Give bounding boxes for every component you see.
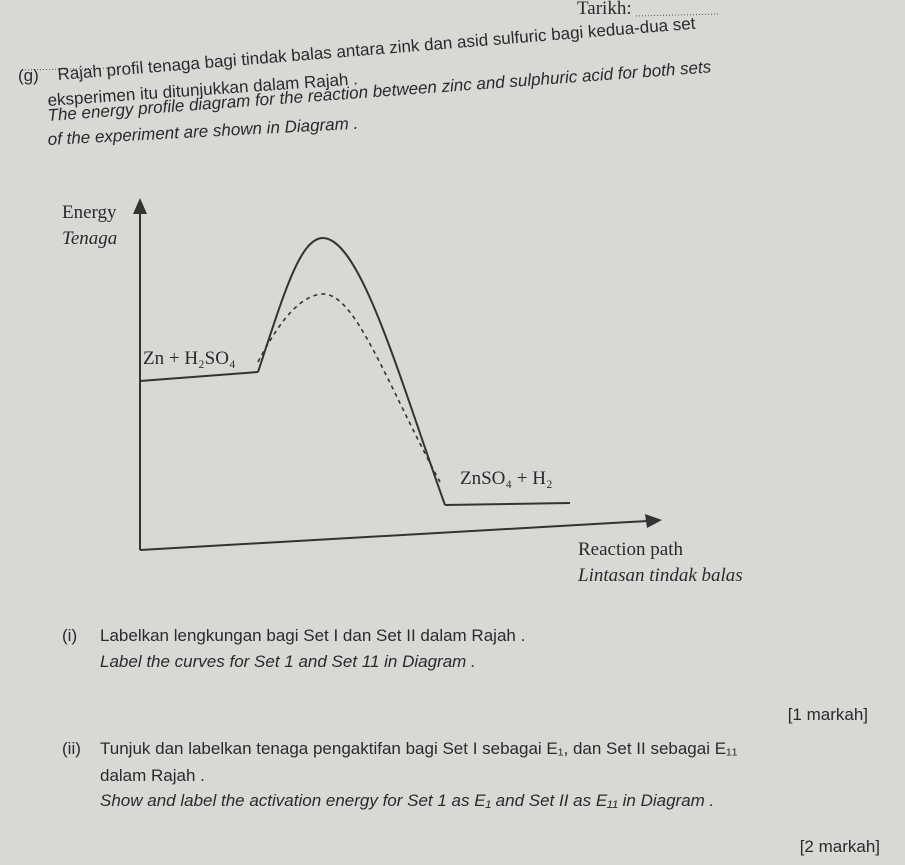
reactants-label: Zn + H₂SO₄ — [143, 348, 236, 369]
question-number: (g) — [18, 66, 39, 85]
marks: [1 markah] — [788, 705, 868, 724]
arrow-head — [645, 514, 662, 528]
energy-diagram: Energy Tenaga Zn + H₂SO₄ ZnSO₄ + H₂ Reac… — [62, 198, 743, 586]
part-line: Show and label the activation energy for… — [100, 791, 714, 810]
y-axis-label: Tenaga — [62, 228, 117, 249]
date-line — [635, 13, 721, 17]
curve-solid — [257, 236, 446, 506]
product-level — [444, 502, 571, 506]
x-axis-label: Lintasan tindak balas — [577, 565, 743, 586]
y-axis-label: Energy — [62, 202, 117, 223]
part-number: (ii) — [62, 739, 81, 758]
part-line: Label the curves for Set 1 and Set 11 in… — [100, 652, 476, 671]
x-axis-label: Reaction path — [578, 539, 683, 560]
part-number: (i) — [62, 626, 77, 645]
arrow-head — [133, 198, 147, 214]
part-line: Tunjuk dan labelkan tenaga pengaktifan b… — [100, 739, 738, 758]
rule — [21, 67, 116, 71]
products-label: ZnSO₄ + H₂ — [460, 468, 553, 489]
marks: [2 markah] — [800, 837, 880, 856]
part-line: Labelkan lengkungan bagi Set I dan Set I… — [100, 626, 525, 645]
date-label: Tarikh: — [577, 0, 632, 19]
curve-dashed — [257, 293, 441, 483]
part-line: dalam Rajah . — [100, 766, 205, 785]
x-axis — [139, 520, 649, 551]
reactant-level — [139, 371, 259, 382]
